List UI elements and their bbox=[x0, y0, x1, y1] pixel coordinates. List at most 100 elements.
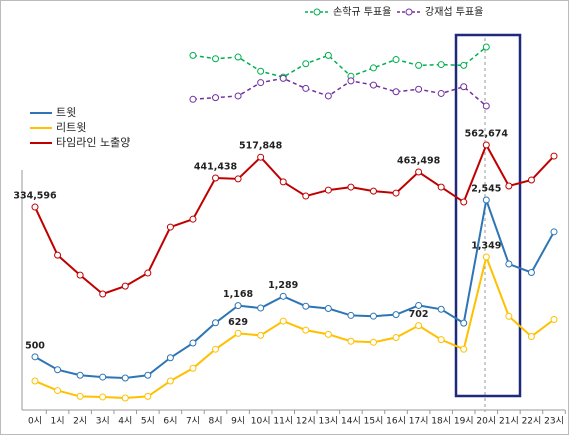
point bbox=[302, 84, 310, 92]
point bbox=[392, 334, 400, 342]
series-line bbox=[34, 253, 555, 400]
series-line bbox=[192, 46, 487, 78]
x-tick-label: 18시 bbox=[431, 416, 451, 427]
value-label: 2,545 bbox=[471, 184, 501, 195]
point bbox=[54, 387, 62, 395]
legend-label: 리트윗 bbox=[56, 121, 86, 134]
legend-label: 손학규 투표율 bbox=[333, 6, 391, 18]
point bbox=[257, 304, 265, 312]
point bbox=[527, 332, 535, 340]
point bbox=[76, 392, 84, 400]
point bbox=[369, 81, 377, 89]
point bbox=[482, 141, 490, 149]
point bbox=[302, 302, 310, 310]
point bbox=[347, 311, 355, 319]
series-line bbox=[34, 196, 555, 380]
x-tick-label: 16시 bbox=[386, 416, 406, 427]
point bbox=[279, 74, 287, 82]
point bbox=[369, 64, 377, 72]
x-tick-label: 4시 bbox=[118, 416, 132, 427]
legend-label: 타임라인 노출양 bbox=[56, 136, 130, 149]
point bbox=[527, 176, 535, 184]
point bbox=[415, 61, 423, 69]
point bbox=[527, 268, 535, 276]
point bbox=[302, 326, 310, 334]
x-tick-label: 7시 bbox=[186, 416, 200, 427]
point bbox=[257, 67, 265, 75]
point bbox=[189, 95, 197, 103]
x-tick-label: 3시 bbox=[96, 416, 110, 427]
point bbox=[460, 83, 468, 91]
point bbox=[550, 315, 558, 323]
x-tick-label: 8시 bbox=[209, 416, 223, 427]
point bbox=[54, 251, 62, 259]
point bbox=[234, 53, 242, 61]
point bbox=[369, 312, 377, 320]
point bbox=[31, 377, 39, 385]
point bbox=[505, 260, 513, 268]
point bbox=[347, 77, 355, 85]
point bbox=[212, 174, 220, 182]
point bbox=[99, 393, 107, 401]
point bbox=[347, 337, 355, 345]
value-label: 1,349 bbox=[471, 241, 501, 252]
point bbox=[144, 392, 152, 400]
point bbox=[392, 189, 400, 197]
value-label: 441,438 bbox=[194, 161, 238, 172]
point bbox=[189, 215, 197, 223]
point bbox=[31, 203, 39, 211]
x-tick-label: 6시 bbox=[163, 416, 177, 427]
point bbox=[76, 371, 84, 379]
x-tick-label: 14시 bbox=[341, 416, 361, 427]
point bbox=[76, 271, 84, 279]
point bbox=[437, 336, 445, 344]
point bbox=[482, 43, 490, 51]
point bbox=[324, 51, 332, 59]
point bbox=[121, 374, 129, 382]
x-tick-label: 15시 bbox=[364, 416, 384, 427]
x-tick-label: 20시 bbox=[476, 416, 496, 427]
point bbox=[482, 196, 490, 204]
point bbox=[257, 79, 265, 87]
legend-label: 트윗 bbox=[56, 106, 76, 119]
point bbox=[324, 92, 332, 100]
x-tick-label: 11시 bbox=[273, 416, 293, 427]
point bbox=[257, 331, 265, 339]
x-tick-label: 2시 bbox=[73, 416, 87, 427]
point bbox=[166, 223, 174, 231]
point bbox=[415, 168, 423, 176]
value-label: 702 bbox=[409, 309, 429, 320]
x-tick-label: 0시 bbox=[28, 416, 42, 427]
x-tick-label: 22시 bbox=[522, 416, 542, 427]
point bbox=[234, 329, 242, 337]
point bbox=[234, 92, 242, 100]
point bbox=[302, 192, 310, 200]
x-tick-label: 23시 bbox=[544, 416, 564, 427]
point bbox=[392, 311, 400, 319]
point bbox=[279, 178, 287, 186]
legend-marker bbox=[313, 8, 321, 16]
point bbox=[324, 186, 332, 194]
point bbox=[99, 290, 107, 298]
point bbox=[482, 102, 490, 110]
point bbox=[347, 183, 355, 191]
point bbox=[415, 301, 423, 309]
legend-label: 강재섭 투표율 bbox=[425, 6, 483, 18]
value-label: 463,498 bbox=[397, 155, 441, 166]
point bbox=[257, 153, 265, 161]
point bbox=[369, 187, 377, 195]
point bbox=[121, 282, 129, 290]
point bbox=[482, 253, 490, 261]
series-line bbox=[192, 77, 487, 107]
series-line bbox=[34, 142, 555, 296]
value-label: 500 bbox=[25, 340, 45, 351]
point bbox=[437, 89, 445, 97]
point bbox=[121, 394, 129, 402]
point bbox=[460, 345, 468, 353]
x-tick-label: 13시 bbox=[318, 416, 338, 427]
x-tick-label: 10시 bbox=[251, 416, 271, 427]
x-tick-label: 12시 bbox=[296, 416, 316, 427]
point bbox=[460, 319, 468, 327]
value-label: 517,848 bbox=[239, 141, 283, 152]
point bbox=[189, 51, 197, 59]
